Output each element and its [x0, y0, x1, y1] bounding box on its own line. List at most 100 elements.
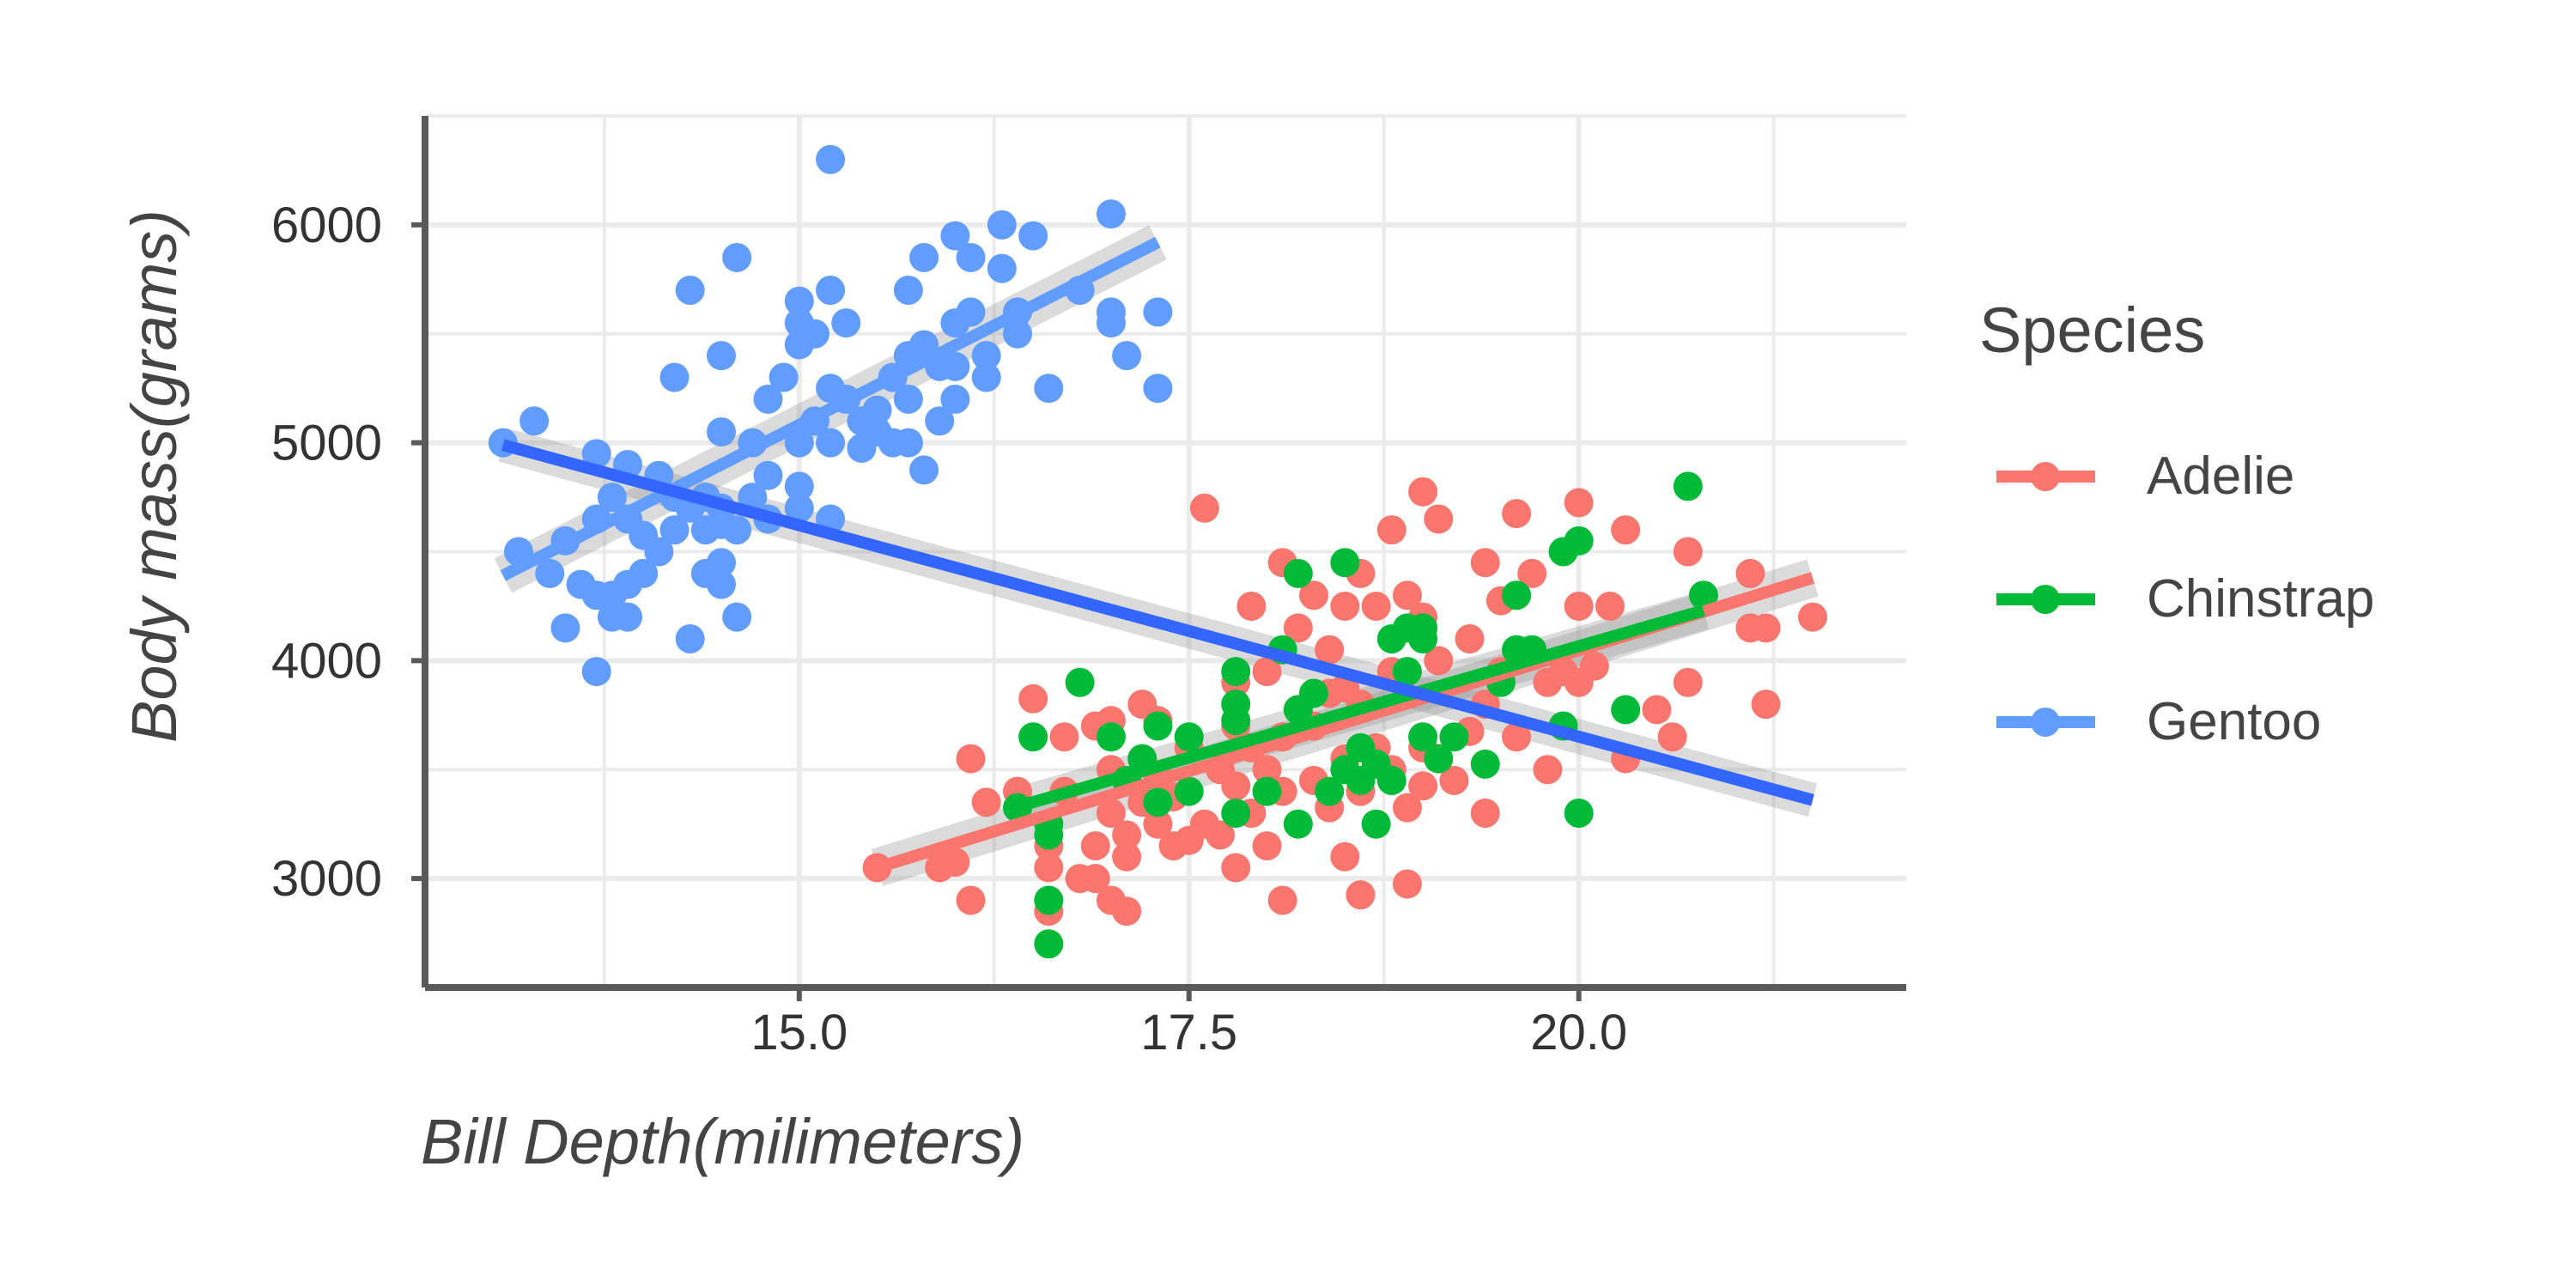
legend-point-gentoo	[2031, 708, 2060, 737]
data-point-adelie	[1330, 841, 1360, 872]
data-point-gentoo	[722, 515, 752, 545]
x-tick-label: 15.0	[750, 1005, 848, 1060]
data-point-gentoo	[753, 460, 783, 490]
data-point-chinstrap	[1283, 558, 1313, 588]
data-point-gentoo	[784, 428, 814, 458]
data-point-adelie	[1564, 591, 1594, 621]
tick-label-layer: 15.0 17.5 20.0 3000 4000 5000 6000	[271, 197, 1627, 1060]
legend-item-gentoo: Gentoo	[1996, 692, 2321, 751]
data-point-adelie	[1346, 880, 1376, 910]
data-point-adelie	[1299, 580, 1328, 611]
data-point-gentoo	[893, 384, 923, 414]
x-tick-label: 20.0	[1530, 1005, 1627, 1060]
data-point-gentoo	[629, 558, 659, 588]
data-point-chinstrap	[1470, 749, 1500, 779]
data-point-gentoo	[597, 483, 627, 513]
data-point-gentoo	[956, 242, 986, 272]
data-point-chinstrap	[1221, 690, 1251, 720]
data-point-adelie	[1408, 477, 1438, 507]
data-point-gentoo	[971, 341, 1001, 371]
data-point-gentoo	[940, 221, 970, 251]
data-point-adelie	[1424, 504, 1454, 534]
data-point-gentoo	[675, 624, 705, 653]
data-point-gentoo	[581, 657, 611, 687]
data-point-adelie	[1392, 793, 1422, 823]
data-point-adelie	[1252, 657, 1282, 687]
data-point-adelie	[956, 744, 986, 774]
data-point-chinstrap	[1408, 722, 1438, 752]
data-point-adelie	[1392, 580, 1422, 611]
data-point-gentoo	[784, 493, 814, 523]
data-point-gentoo	[722, 242, 752, 272]
data-point-chinstrap	[1564, 526, 1594, 556]
data-point-adelie	[1657, 722, 1687, 752]
data-point-chinstrap	[1439, 722, 1469, 752]
data-point-gentoo	[722, 602, 752, 632]
data-point-adelie	[1206, 820, 1236, 850]
data-point-adelie	[1112, 820, 1142, 850]
data-point-adelie	[1751, 690, 1781, 720]
legend-point-chinstrap	[2031, 585, 2060, 614]
fit-line-overall	[501, 439, 1814, 806]
fit-line-layer	[500, 236, 1815, 874]
data-point-adelie	[1579, 651, 1609, 681]
data-point-gentoo	[925, 406, 955, 436]
data-point-gentoo	[971, 362, 1001, 392]
data-point-chinstrap	[1502, 580, 1532, 611]
data-point-chinstrap	[1174, 776, 1204, 806]
data-point-gentoo	[707, 569, 736, 599]
data-point-gentoo	[1096, 199, 1126, 229]
data-point-gentoo	[535, 558, 565, 588]
data-point-adelie	[1189, 493, 1219, 523]
data-point-gentoo	[940, 351, 970, 381]
data-point-chinstrap	[1174, 722, 1204, 752]
data-point-adelie	[1673, 537, 1703, 567]
data-point-adelie	[956, 885, 986, 915]
data-point-gentoo	[644, 537, 674, 567]
data-point-gentoo	[1096, 297, 1126, 327]
data-point-chinstrap	[1361, 809, 1391, 839]
data-point-gentoo	[893, 428, 923, 458]
data-point-chinstrap	[1315, 776, 1345, 806]
data-point-adelie	[1361, 591, 1391, 621]
data-point-adelie	[1595, 591, 1625, 621]
data-point-chinstrap	[1408, 613, 1438, 643]
data-point-gentoo	[940, 384, 970, 414]
data-point-gentoo	[659, 362, 690, 392]
data-point-chinstrap	[1299, 678, 1328, 708]
data-point-adelie	[1376, 515, 1406, 545]
data-point-chinstrap	[1018, 722, 1048, 752]
data-point-gentoo	[1034, 374, 1064, 404]
data-point-chinstrap	[1673, 471, 1703, 501]
data-point-adelie	[1080, 864, 1110, 894]
legend-label-gentoo: Gentoo	[2147, 692, 2321, 751]
data-point-adelie	[1439, 765, 1469, 795]
data-point-gentoo	[1112, 341, 1142, 371]
data-point-adelie	[1112, 896, 1142, 927]
fit-line-gentoo	[500, 236, 1161, 581]
data-point-adelie	[971, 787, 1001, 817]
data-point-gentoo	[707, 548, 736, 578]
data-point-gentoo	[707, 341, 736, 371]
data-point-chinstrap	[1034, 885, 1064, 915]
data-point-gentoo	[816, 276, 846, 305]
data-point-adelie	[1252, 831, 1282, 861]
data-point-adelie	[940, 848, 970, 878]
data-point-gentoo	[799, 319, 829, 349]
y-tick-label: 3000	[271, 851, 382, 907]
data-point-adelie	[1143, 809, 1173, 839]
data-point-chinstrap	[1611, 695, 1641, 725]
data-point-adelie	[1642, 695, 1672, 725]
data-point-gentoo	[987, 253, 1017, 283]
data-point-adelie	[1392, 869, 1422, 899]
data-point-adelie	[1049, 722, 1079, 752]
data-point-chinstrap	[1688, 580, 1718, 611]
data-point-adelie	[1455, 624, 1485, 653]
data-point-adelie	[1221, 853, 1251, 883]
data-point-chinstrap	[1143, 787, 1173, 817]
data-point-chinstrap	[1424, 744, 1454, 774]
data-point-adelie	[1330, 591, 1360, 621]
data-point-adelie	[1034, 853, 1064, 883]
